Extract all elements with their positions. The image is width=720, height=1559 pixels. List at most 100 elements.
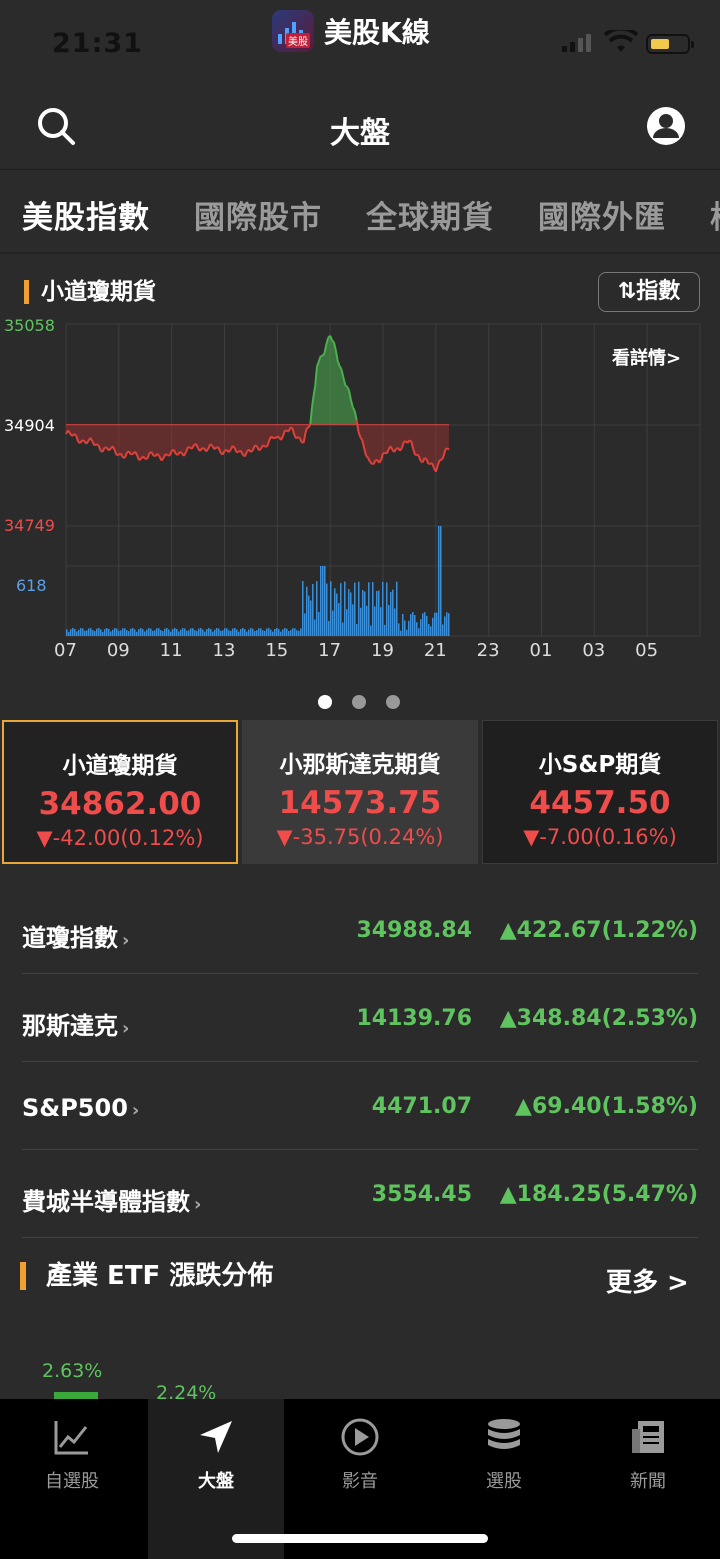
chevron-right-icon: ›: [194, 1194, 202, 1215]
tab-intl-stocks[interactable]: 國際股市: [194, 200, 322, 236]
volume-bar: [276, 628, 278, 636]
intraday-chart[interactable]: [0, 316, 720, 696]
volume-bar: [104, 629, 106, 636]
switch-index-button[interactable]: ⇅指數: [598, 272, 700, 312]
volume-bar: [110, 631, 112, 636]
tab-forex[interactable]: 國際外匯: [538, 200, 666, 236]
index-row-sox[interactable]: 費城半導體指數 › 3554.45 ▲184.25(5.47%): [22, 1150, 698, 1238]
volume-bar: [230, 630, 232, 636]
volume-bar: [336, 593, 338, 636]
volume-bar: [202, 629, 204, 636]
price-line-segment: [378, 459, 382, 464]
nav-news[interactable]: 新聞: [576, 1399, 720, 1559]
volume-bar: [134, 629, 136, 636]
volume-bar: [84, 630, 86, 636]
volume-bar: [370, 625, 372, 636]
nav-screener[interactable]: 選股: [432, 1399, 576, 1559]
volume-bar: [122, 628, 124, 636]
volume-bar: [240, 629, 242, 636]
future-name: 小S&P期貨: [538, 752, 662, 778]
future-price: 4457.50: [529, 785, 671, 821]
future-card-sp[interactable]: 小S&P期貨 4457.50 ▼-7.00(0.16%): [482, 720, 718, 864]
price-line-segment: [406, 439, 411, 444]
volume-bar: [232, 628, 234, 636]
price-line-segment: [355, 419, 360, 432]
home-indicator[interactable]: [232, 1534, 488, 1543]
view-details-link[interactable]: 看詳情>: [612, 348, 682, 369]
volume-bar: [138, 629, 140, 636]
volume-bar: [428, 624, 430, 636]
volume-bar: [226, 628, 228, 636]
user-account-icon[interactable]: [646, 106, 686, 146]
future-card-nasdaq[interactable]: 小那斯達克期貨 14573.75 ▼-35.75(0.24%): [242, 720, 478, 864]
price-line-segment: [165, 453, 169, 457]
nav-watchlist[interactable]: 自選股: [0, 1399, 144, 1559]
index-row-sp500[interactable]: S&P500 › 4471.07 ▲69.40(1.58%): [22, 1062, 698, 1150]
volume-bar: [314, 619, 316, 636]
price-line-segment: [424, 457, 427, 460]
volume-bar: [384, 624, 386, 636]
price-line-segment: [189, 446, 193, 450]
volume-bar: [248, 629, 250, 636]
etf-bar: [54, 1392, 98, 1400]
price-line-segment: [123, 452, 128, 459]
price-line-segment: [250, 449, 254, 453]
status-bar: 21:31 美股 美股K線: [0, 0, 720, 86]
volume-bar: [72, 628, 74, 636]
price-line-segment: [75, 435, 80, 443]
price-line-segment: [349, 399, 354, 408]
future-change: ▼-42.00(0.12%): [36, 826, 204, 850]
etf-more-link[interactable]: 更多 >: [606, 1268, 689, 1298]
volume-bar: [156, 628, 158, 636]
nav-media[interactable]: 影音: [288, 1399, 432, 1559]
page-dot[interactable]: [318, 695, 332, 709]
page-dots: [318, 695, 400, 709]
price-line-segment: [221, 450, 226, 456]
volume-bar: [324, 566, 326, 636]
page-dot[interactable]: [386, 695, 400, 709]
price-line-segment: [307, 423, 312, 429]
up-area: [66, 335, 450, 425]
volume-bar: [372, 582, 374, 636]
nav-market[interactable]: 大盤: [148, 1399, 284, 1559]
price-line-segment: [295, 436, 299, 440]
volume-bar: [434, 612, 436, 636]
volume-bar: [244, 629, 246, 636]
future-card-dow[interactable]: 小道瓊期貨 34862.00 ▼-42.00(0.12%): [2, 720, 238, 864]
price-line-segment: [73, 433, 77, 437]
price-line-segment: [446, 447, 450, 451]
search-icon[interactable]: [36, 106, 76, 146]
price-line-segment: [138, 457, 142, 461]
tab-us-indices[interactable]: 美股指數: [22, 200, 150, 236]
price-line-segment: [442, 449, 447, 458]
price-line-segment: [357, 431, 362, 438]
price-line-segment: [395, 447, 399, 450]
volume-bar: [354, 582, 356, 636]
page-title: 大盤: [330, 116, 390, 151]
volume-bar: [218, 628, 220, 636]
price-line-segment: [280, 435, 284, 441]
volume-bar: [70, 629, 72, 636]
volume-bar: [172, 629, 174, 636]
volume-bar: [398, 623, 400, 636]
index-name: 費城半導體指數: [22, 1188, 190, 1216]
volume-bar: [220, 630, 222, 636]
volume-bar: [326, 583, 328, 636]
x-tick-label: 05: [635, 640, 659, 661]
index-row-nasdaq[interactable]: 那斯達克 › 14139.76 ▲348.84(2.53%): [22, 974, 698, 1062]
page-dot[interactable]: [352, 695, 366, 709]
price-line-segment: [126, 450, 130, 454]
volume-bar: [116, 628, 118, 636]
volume-bar: [200, 628, 202, 636]
index-name: 那斯達克: [22, 1012, 118, 1040]
price-line-segment: [182, 451, 187, 457]
volume-bar: [430, 626, 432, 636]
volume-bar: [98, 628, 100, 636]
volume-bar: [432, 617, 434, 636]
tab-more[interactable]: 様: [710, 192, 720, 237]
volume-bar: [170, 631, 172, 636]
tab-global-futures[interactable]: 全球期貨: [366, 200, 494, 236]
index-row-dow[interactable]: 道瓊指數 › 34988.84 ▲422.67(1.22%): [22, 886, 698, 974]
price-line-segment: [111, 445, 116, 451]
volume-bar: [408, 620, 410, 636]
